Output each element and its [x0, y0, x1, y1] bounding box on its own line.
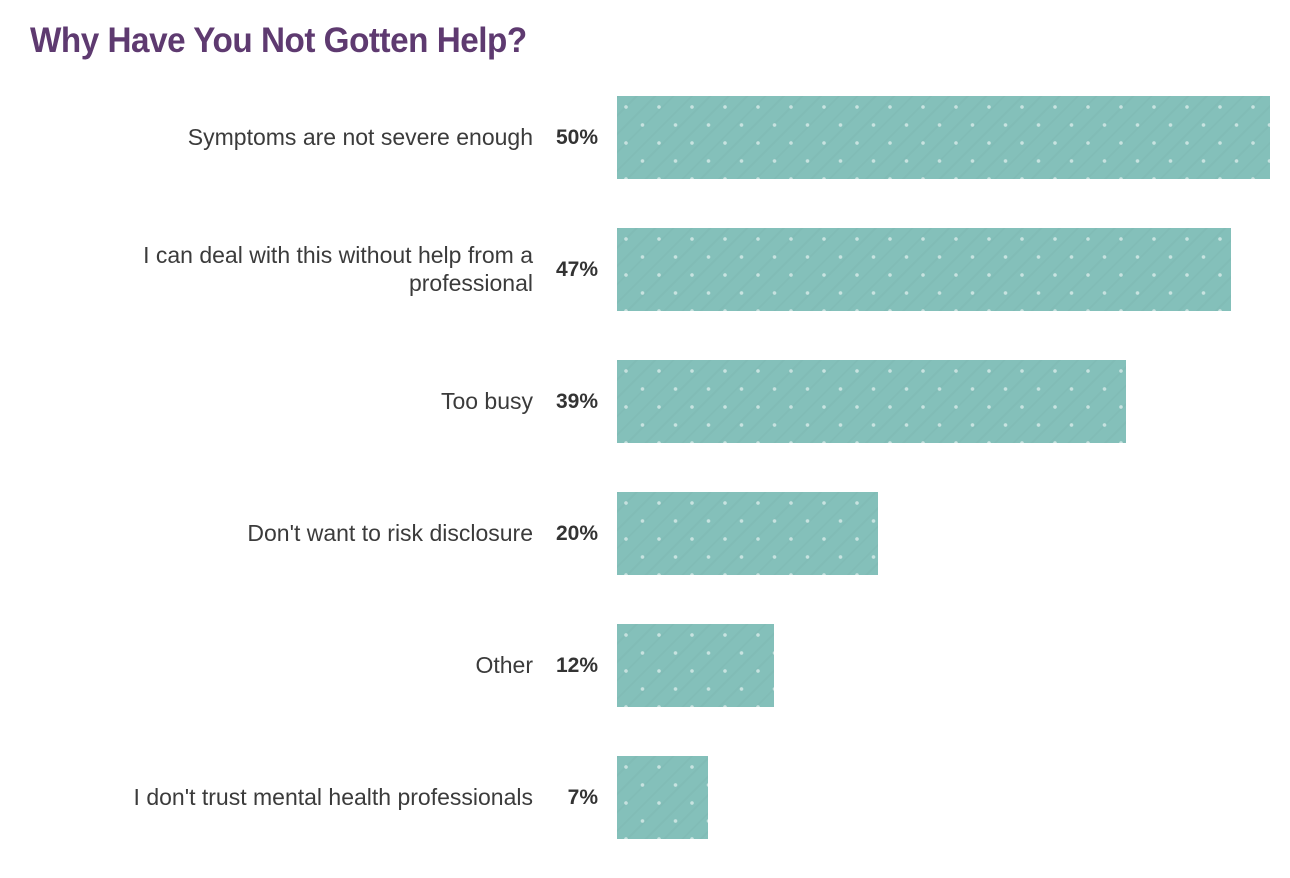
bar-track: [617, 228, 1270, 311]
category-label: Symptoms are not severe enough: [187, 123, 533, 150]
value-label: 47%: [555, 257, 598, 281]
chart-row: I don't trust mental health professional…: [30, 756, 1270, 839]
bar: [617, 492, 879, 575]
chart-row: Too busy 39%: [30, 360, 1270, 443]
chart-title: Why Have You Not Gotten Help?: [30, 21, 527, 60]
category-label: Don't want to risk disclosure: [247, 519, 533, 546]
bar-track: [617, 624, 1270, 707]
bar: [617, 756, 709, 839]
value-label: 39%: [555, 389, 598, 413]
chart-row: Other 12%: [30, 624, 1270, 707]
value-label: 12%: [555, 653, 598, 677]
bar: [617, 96, 1270, 179]
category-label: I don't trust mental health professional…: [133, 783, 533, 810]
value-label: 7%: [567, 785, 598, 809]
bar-chart: Symptoms are not severe enough 50% I can…: [30, 96, 1270, 839]
value-label: 50%: [555, 125, 598, 149]
chart-row: I can deal with this without help from a…: [30, 228, 1270, 311]
chart-row: Don't want to risk disclosure 20%: [30, 492, 1270, 575]
bar-track: [617, 96, 1270, 179]
category-label: I can deal with this without help from a…: [143, 242, 533, 296]
bar: [617, 624, 774, 707]
bar: [617, 360, 1127, 443]
bar-track: [617, 492, 1270, 575]
bar: [617, 228, 1231, 311]
category-label: Too busy: [440, 387, 533, 414]
value-label: 20%: [555, 521, 598, 545]
category-label: Other: [475, 651, 533, 678]
bar-track: [617, 360, 1270, 443]
bar-track: [617, 756, 1270, 839]
chart-row: Symptoms are not severe enough 50%: [30, 96, 1270, 179]
